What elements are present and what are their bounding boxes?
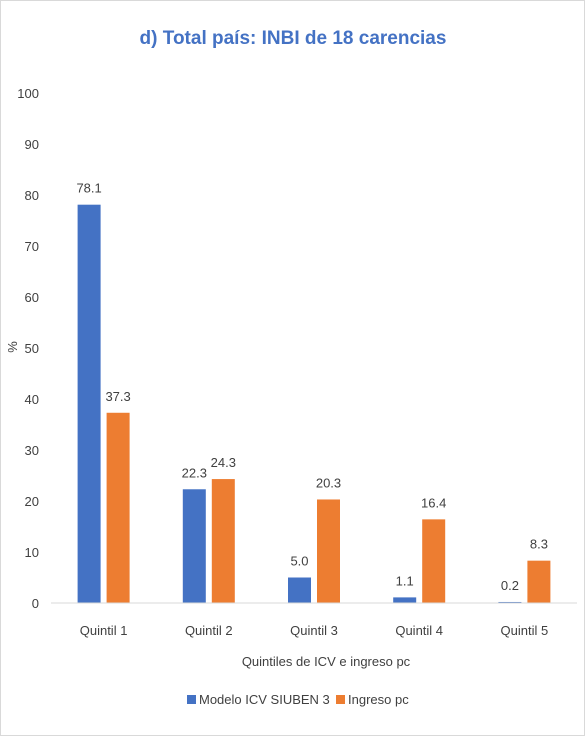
bar-ingreso-pc	[211, 479, 235, 603]
bar-ingreso-pc	[106, 412, 130, 603]
data-label: 8.3	[530, 537, 548, 552]
legend-swatch	[336, 695, 345, 704]
bar-ingreso-pc	[422, 519, 446, 603]
x-axis-ticks: Quintil 1 Quintil 2 Quintil 3 Quintil 4 Quin…	[80, 623, 549, 638]
data-labels: 78.1 37.3 22.3 24.3 5.0 20.3 1.1 16.4 0.2 8.3	[76, 181, 547, 593]
x-tick-label: Quintil 4	[395, 623, 443, 638]
legend: Modelo ICV SIUBEN 3 Ingreso pc	[187, 692, 409, 707]
data-label: 1.1	[396, 573, 414, 588]
legend-label: Ingreso pc	[348, 692, 409, 707]
bar-modelo-icv	[498, 601, 522, 603]
y-tick-label: 80	[25, 188, 39, 203]
y-tick-label: 100	[17, 86, 39, 101]
data-label: 78.1	[76, 181, 101, 196]
bar-modelo-icv	[77, 204, 101, 603]
bar-modelo-icv	[393, 597, 417, 603]
y-tick-label: 30	[25, 443, 39, 458]
data-label: 22.3	[182, 465, 207, 480]
data-label: 0.2	[501, 578, 519, 593]
y-axis-ticks: 0 10 20 30 40 50 60 70 80 90 100	[17, 86, 39, 611]
x-tick-label: Quintil 5	[501, 623, 549, 638]
x-tick-label: Quintil 2	[185, 623, 233, 638]
y-tick-label: 70	[25, 239, 39, 254]
x-tick-label: Quintil 3	[290, 623, 338, 638]
data-label: 20.3	[316, 475, 341, 490]
data-label: 5.0	[290, 554, 308, 569]
y-tick-label: 40	[25, 392, 39, 407]
data-label: 37.3	[105, 389, 130, 404]
legend-swatch	[187, 695, 196, 704]
legend-label: Modelo ICV SIUBEN 3	[199, 692, 330, 707]
x-axis-title: Quintiles de ICV e ingreso pc	[242, 654, 411, 669]
bar-modelo-icv	[182, 489, 206, 603]
y-tick-label: 60	[25, 290, 39, 305]
data-label: 16.4	[421, 495, 446, 510]
y-tick-label: 90	[25, 137, 39, 152]
y-tick-label: 20	[25, 494, 39, 509]
bar-ingreso-pc	[317, 499, 340, 603]
bars	[77, 204, 551, 603]
x-tick-label: Quintil 1	[80, 623, 128, 638]
data-label: 24.3	[211, 455, 236, 470]
chart-title: d) Total país: INBI de 18 carencias	[140, 28, 447, 49]
y-tick-label: 50	[25, 341, 39, 356]
bar-modelo-icv	[288, 577, 311, 603]
bar-ingreso-pc	[527, 560, 551, 603]
y-tick-label: 10	[25, 545, 39, 560]
y-tick-label: 0	[32, 596, 39, 611]
y-axis-title: %	[5, 341, 20, 353]
